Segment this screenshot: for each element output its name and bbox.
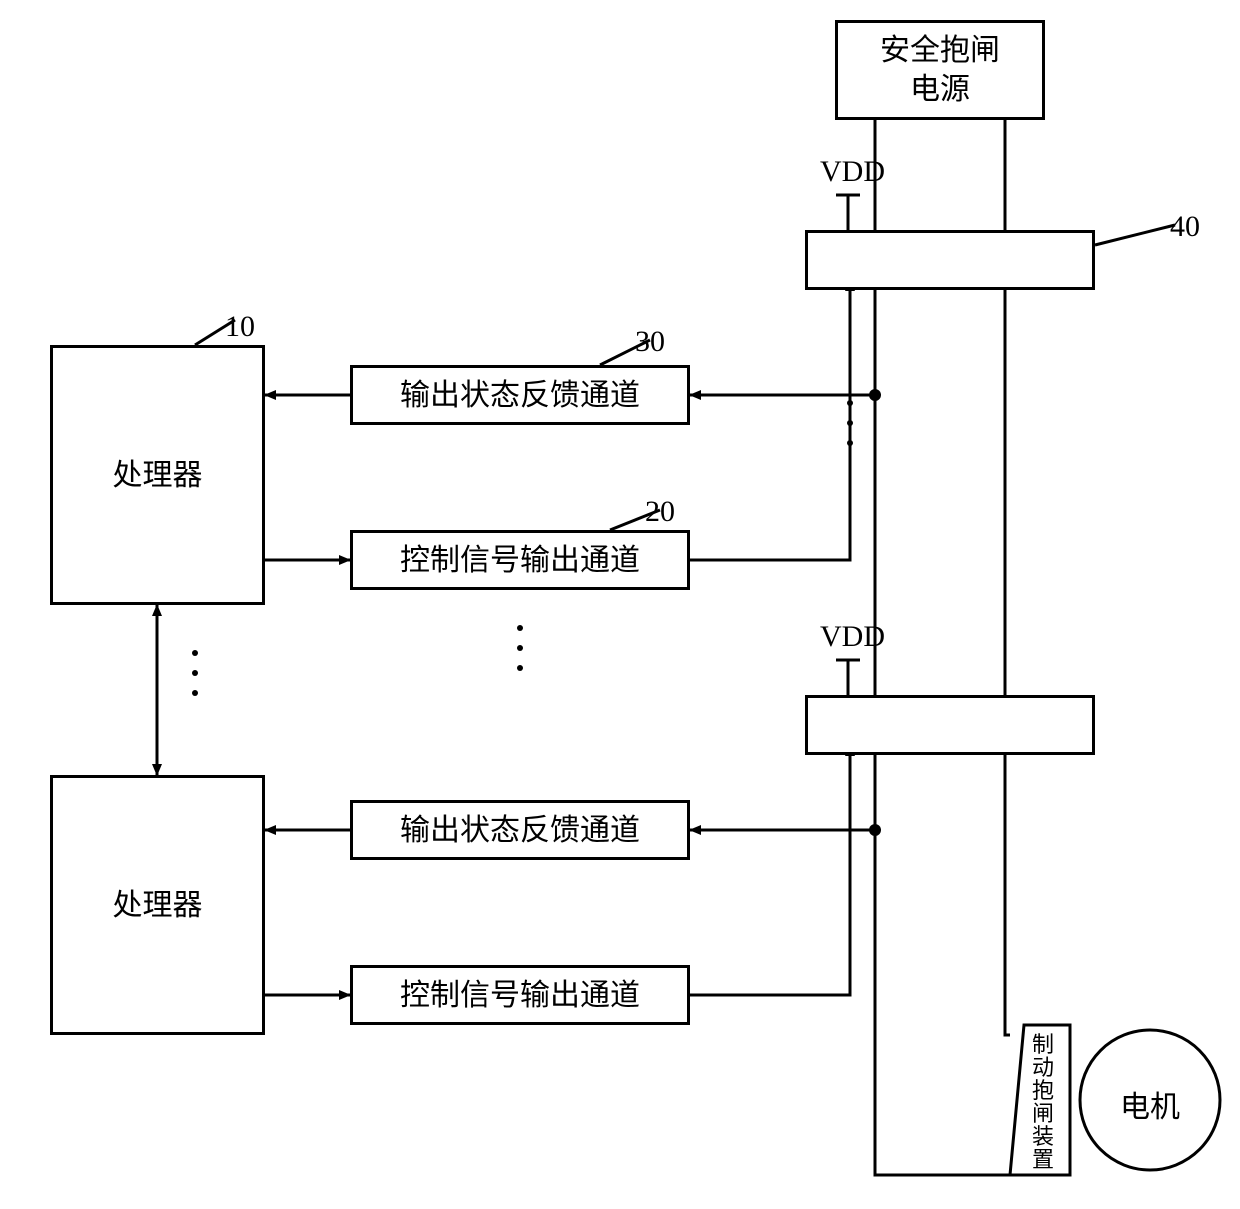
vdd-label-1: VDD (820, 155, 885, 189)
node-feedback-channel-2: 输出状态反馈通道 (350, 800, 690, 860)
node-relay-40 (805, 230, 1095, 290)
node-relay-lower (805, 695, 1095, 755)
node-processor-2: 处理器 (50, 775, 265, 1035)
vdd-label-2: VDD (820, 620, 885, 654)
ellipsis-dots-3 (847, 400, 853, 446)
diagram-stage: 安全抱闸电源处理器处理器输出状态反馈通道控制信号输出通道输出状态反馈通道控制信号… (0, 0, 1240, 1209)
ellipsis-dots-1 (192, 650, 198, 696)
callout-30: 30 (635, 325, 665, 359)
node-motor: 电机 (1110, 1082, 1190, 1126)
node-power: 安全抱闸电源 (835, 20, 1045, 120)
node-output-channel-1: 控制信号输出通道 (350, 530, 690, 590)
node-feedback-channel-1: 输出状态反馈通道 (350, 365, 690, 425)
callout-20: 20 (645, 495, 675, 529)
node-processor-1: 处理器 (50, 345, 265, 605)
ellipsis-dots-2 (517, 625, 523, 671)
node-brake-device: 制动抱闸装置 (1014, 1033, 1072, 1171)
node-output-channel-2: 控制信号输出通道 (350, 965, 690, 1025)
callout-40: 40 (1170, 210, 1200, 244)
callout-10: 10 (225, 310, 255, 344)
